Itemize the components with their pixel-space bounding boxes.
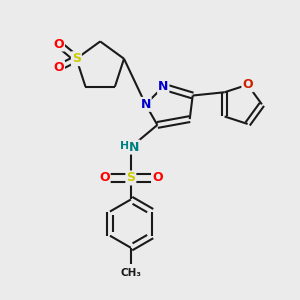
Text: S: S bbox=[72, 52, 81, 65]
Text: S: S bbox=[126, 172, 135, 184]
Text: N: N bbox=[129, 141, 140, 154]
Text: N: N bbox=[158, 80, 168, 93]
Text: O: O bbox=[53, 61, 64, 74]
Text: O: O bbox=[242, 78, 253, 91]
Text: O: O bbox=[53, 38, 64, 50]
Text: O: O bbox=[152, 172, 163, 184]
Text: O: O bbox=[99, 172, 110, 184]
Text: CH₃: CH₃ bbox=[120, 268, 141, 278]
Text: N: N bbox=[140, 98, 151, 111]
Text: H: H bbox=[120, 141, 129, 151]
